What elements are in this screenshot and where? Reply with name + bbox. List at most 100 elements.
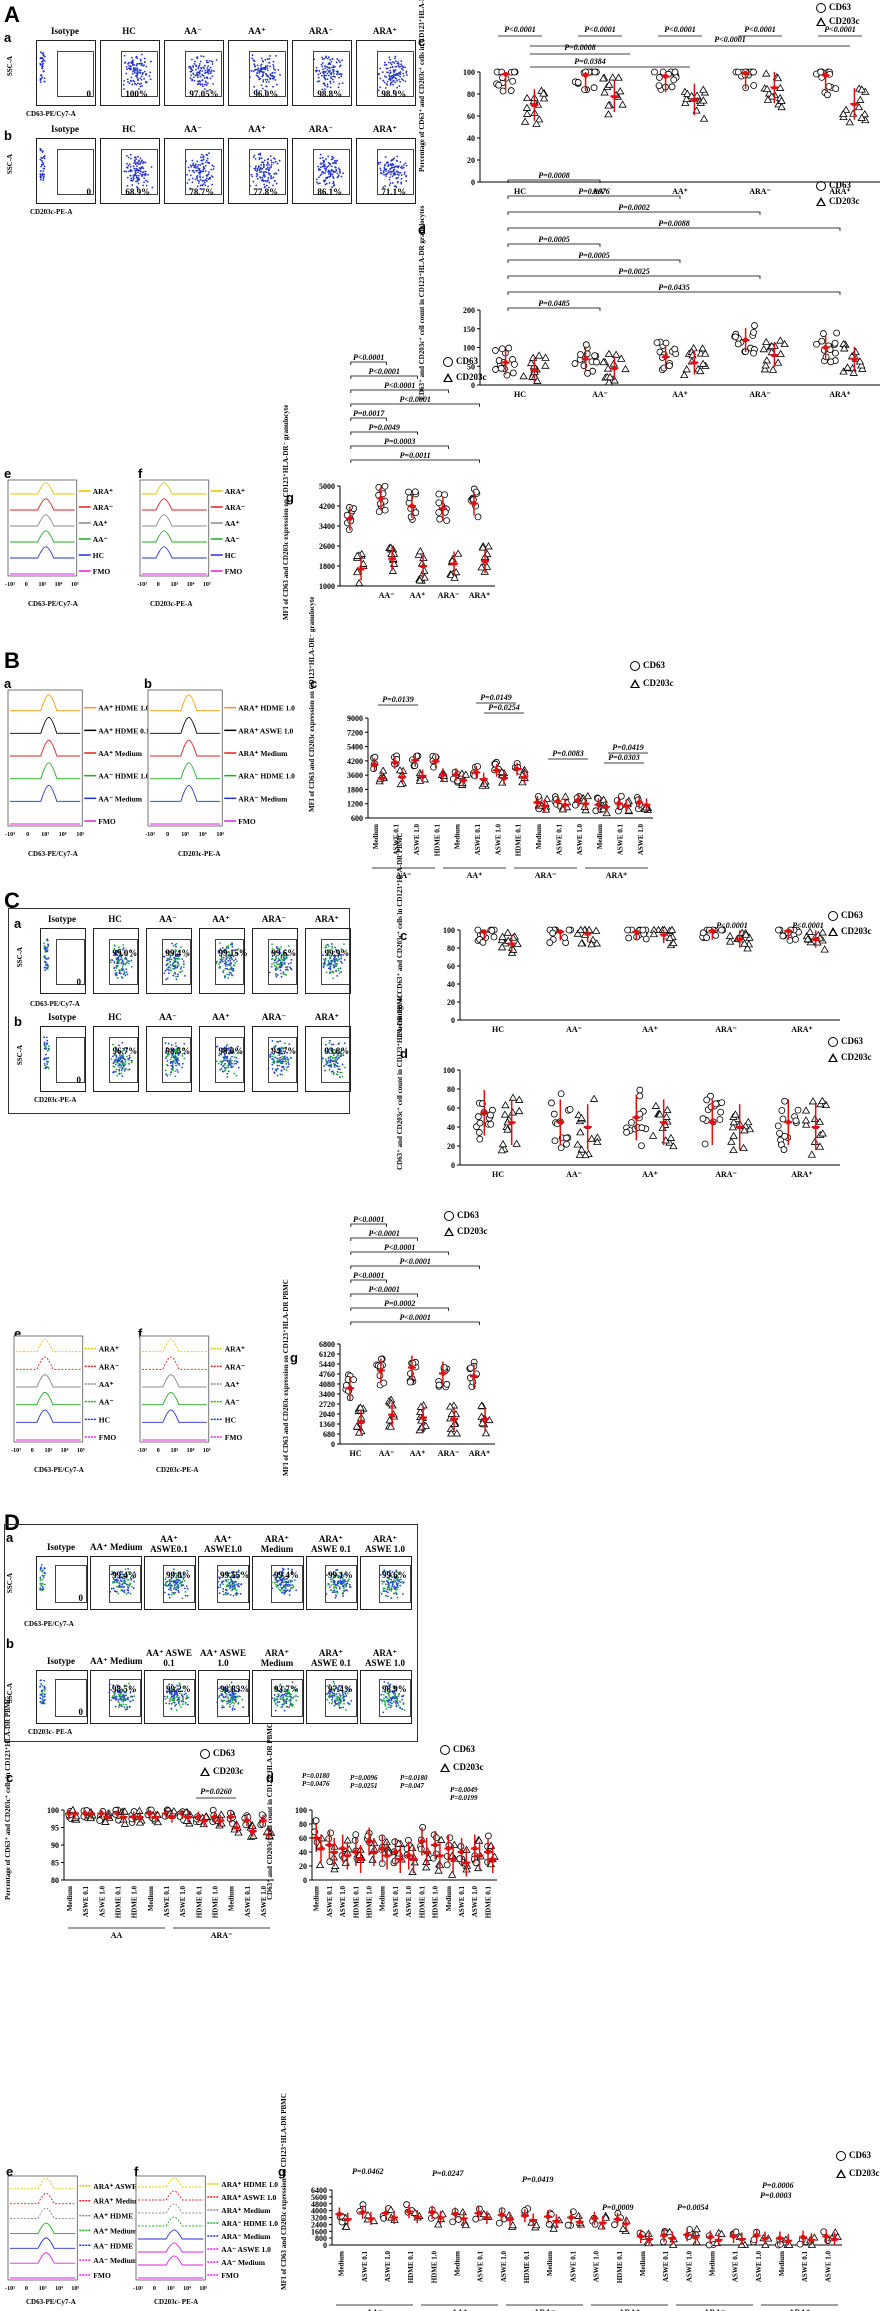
cell-dot: [46, 957, 49, 960]
panel-g-label: g: [290, 1350, 298, 1365]
cell-dot: [172, 974, 175, 977]
data-point-cd203c: [818, 928, 827, 936]
cell-dot: [119, 1066, 121, 1069]
cell-dot: [197, 182, 200, 184]
cell-dot: [199, 184, 202, 187]
data-point-cd203c: [617, 354, 626, 362]
cell-dot: [263, 173, 265, 176]
cell-dot: [110, 1058, 113, 1060]
mean-marker-cd203c: [451, 560, 458, 566]
cell-dot: [276, 968, 279, 970]
cell-dot: [197, 164, 200, 166]
mean-marker-cd203c: [691, 96, 698, 102]
cell-dot: [207, 178, 210, 181]
cell-dot: [325, 176, 327, 179]
cell-dot: [115, 1068, 118, 1071]
data-point-cd203c: [762, 356, 772, 364]
mean-marker-cd203c: [378, 775, 385, 780]
cell-dot: [338, 958, 340, 961]
cell-dot: [230, 974, 233, 976]
mean-marker-cd63: [347, 1385, 353, 1391]
cell-dot: [120, 1060, 122, 1063]
dot-cloud: [249, 54, 281, 92]
cell-dot: [280, 961, 282, 964]
cell-dot: [289, 966, 291, 969]
cell-dot: [234, 961, 237, 964]
histogram-trace: [150, 762, 221, 780]
cell-dot: [331, 158, 334, 161]
cell-dot: [382, 79, 385, 82]
cd203c-axis-label: CD203c-PE-A: [178, 850, 221, 858]
x-tick-label: 10⁵: [203, 582, 211, 588]
y-tick-label: 40: [447, 980, 455, 989]
cell-dot: [201, 163, 203, 165]
data-point-cd203c: [801, 1116, 811, 1124]
cell-dot: [403, 171, 406, 174]
cell-dot: [334, 1048, 336, 1051]
cell-dot: [129, 68, 132, 71]
data-point-cd63: [492, 347, 499, 354]
histogram-legend-label: FMO: [238, 817, 256, 826]
data-point-cd203c: [461, 770, 471, 778]
data-point-cd203c: [760, 365, 770, 373]
dot-cloud: [109, 943, 133, 979]
mean-marker-cd63: [663, 354, 669, 360]
dot-cloud: [215, 1043, 240, 1078]
cell-dot: [396, 155, 399, 158]
cell-dot: [174, 943, 177, 946]
cell-dot: [262, 171, 265, 174]
mean-marker-cd203c: [358, 1418, 365, 1424]
y-tick-label: 2600: [319, 542, 335, 551]
cell-dot: [164, 1051, 167, 1054]
cell-dot: [113, 966, 116, 969]
data-point-cd203c: [855, 357, 865, 365]
histogram-trace: [10, 546, 75, 559]
cell-dot: [337, 949, 339, 952]
gate-rect: [313, 148, 351, 196]
data-point-cd203c: [665, 933, 675, 942]
data-point-cd203c: [667, 925, 677, 933]
cell-dot: [145, 81, 148, 84]
cell-dot: [194, 163, 197, 166]
cell-dot: [40, 57, 43, 60]
cell-dot: [289, 1056, 292, 1059]
cell-dot: [268, 971, 271, 974]
cell-dot: [232, 955, 235, 958]
cell-dot: [117, 948, 120, 951]
histogram-legend-label: AA⁻ Medium: [98, 794, 143, 803]
cell-dot: [281, 1065, 283, 1068]
cell-dot: [121, 967, 123, 970]
cell-dot: [329, 163, 331, 166]
cell-dot: [199, 75, 202, 78]
histogram-legend-label: ARA⁺ HDME 1.0: [238, 704, 295, 713]
cell-dot: [163, 972, 166, 975]
data-point-cd203c: [522, 93, 532, 102]
histogram-trace: [10, 694, 81, 712]
flow-plot: 98.8%: [292, 40, 352, 106]
cell-dot: [276, 1074, 279, 1077]
cell-dot: [336, 73, 338, 76]
histogram-legend-label: ARA⁻ HDME 1.0: [238, 772, 295, 781]
histogram-legend-label: ARA⁺: [225, 487, 245, 496]
cell-dot: [323, 75, 326, 77]
cell-dot: [332, 958, 335, 960]
cell-dot: [143, 181, 146, 184]
p-value-label: P<0.0001: [664, 25, 695, 34]
cell-dot: [196, 80, 199, 83]
cell-dot: [275, 182, 278, 185]
cell-dot: [332, 175, 334, 178]
cell-dot: [271, 955, 274, 957]
cell-dot: [332, 1054, 335, 1057]
flow-group-title: ARA⁻: [261, 1012, 287, 1022]
cell-dot: [43, 945, 46, 947]
histogram-trace: [142, 546, 207, 559]
cell-dot: [43, 55, 46, 58]
cell-dot: [121, 1075, 124, 1077]
cell-dot: [145, 73, 148, 76]
cell-dot: [194, 60, 196, 63]
cell-dot: [166, 1059, 169, 1062]
cell-dot: [232, 959, 235, 962]
data-point-cd203c: [605, 372, 615, 381]
cell-dot: [328, 62, 331, 64]
cell-dot: [405, 164, 408, 167]
